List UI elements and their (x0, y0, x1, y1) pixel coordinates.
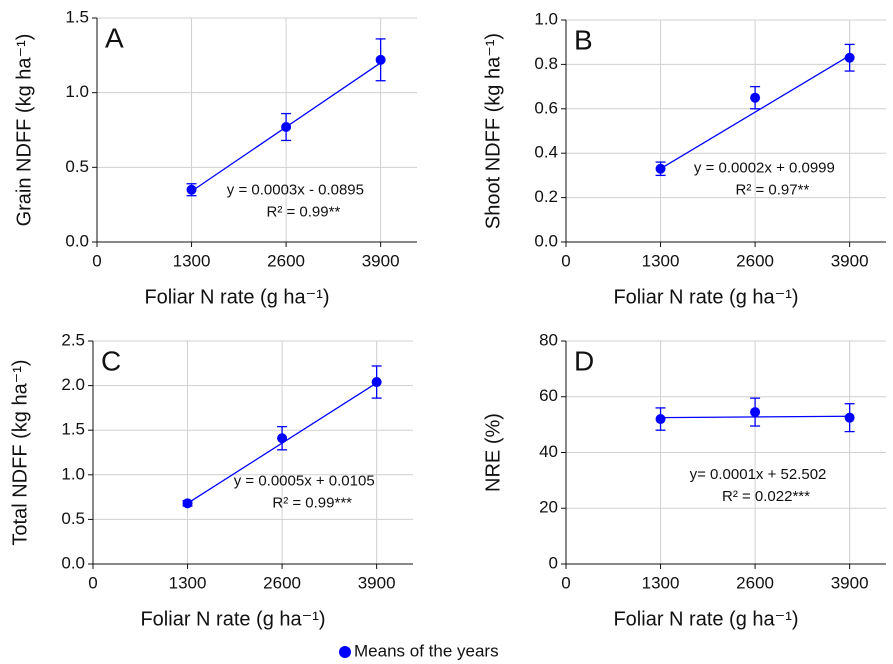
panel-label: D (574, 345, 594, 376)
x-axis-title: Foliar N rate (g ha⁻¹) (144, 286, 329, 308)
plot-area (97, 18, 417, 242)
point (277, 433, 288, 444)
point (844, 52, 855, 63)
x-tick-label: 0 (88, 573, 97, 592)
y-tick-label: 0 (549, 553, 558, 572)
point (371, 377, 382, 388)
y-tick-label: 1.5 (61, 420, 85, 439)
y-tick-label: 0.5 (65, 157, 89, 176)
y-axis-title: Total NDFF (kg ha⁻¹) (9, 359, 31, 545)
x-tick-label: 0 (561, 573, 570, 592)
panel-label: B (574, 24, 593, 55)
y-tick-label: 1.0 (534, 9, 558, 28)
y-tick-label: 40 (539, 442, 558, 461)
y-tick-label: 0.6 (534, 98, 558, 117)
y-tick-label: 1.0 (65, 82, 89, 101)
r-squared: R² = 0.97** (736, 182, 810, 199)
x-axis-title: Foliar N rate (g ha⁻¹) (613, 608, 798, 630)
fit-line (660, 54, 850, 170)
x-tick-label: 0 (561, 251, 570, 270)
panel: 0.0 0.5 1.0 1.5 0 1300 2600 3900 A Foliar N rate … (13, 7, 417, 308)
panel: 0.0 0.5 1.0 1.5 2.0 2.5 0 1300 2600 3900 C Foliar N… (9, 330, 413, 630)
panel: 0.0 0.2 0.4 0.6 0.8 1.0 0 1300 2600 3900 B Foliar N… (482, 9, 886, 308)
x-axis-title: Foliar N rate (g ha⁻¹) (140, 608, 325, 630)
equation: y = 0.0003x - 0.0895 (227, 181, 364, 198)
x-tick-label: 1300 (169, 573, 207, 592)
y-tick-label: 80 (539, 330, 558, 349)
y-tick-label: 0.0 (534, 231, 558, 250)
r-squared: R² = 0.99*** (272, 494, 352, 511)
y-tick-label: 0.0 (65, 231, 89, 250)
x-tick-label: 3900 (831, 573, 869, 592)
x-axis-title: Foliar N rate (g ha⁻¹) (613, 286, 798, 308)
point (844, 412, 855, 423)
point (186, 184, 197, 195)
plot-area (93, 341, 413, 564)
y-tick-label: 0.2 (534, 187, 558, 206)
point (182, 498, 193, 509)
r-squared: R² = 0.99** (267, 203, 341, 220)
point (750, 92, 761, 103)
x-tick-label: 3900 (358, 573, 396, 592)
plot-area (566, 20, 886, 242)
y-tick-label: 20 (539, 498, 558, 517)
panel: 0 20 40 60 80 0 1300 2600 3900 D Foliar N rate (g … (482, 330, 886, 630)
equation: y= 0.0001x + 52.502 (690, 466, 827, 483)
y-tick-label: 60 (539, 386, 558, 405)
point (655, 414, 666, 425)
x-tick-label: 0 (92, 251, 101, 270)
panel-label: C (101, 345, 121, 376)
y-tick-label: 0.5 (61, 509, 85, 528)
x-tick-label: 3900 (831, 251, 869, 270)
x-tick-label: 2600 (736, 573, 774, 592)
x-tick-label: 2600 (267, 251, 305, 270)
x-tick-label: 2600 (263, 573, 301, 592)
y-axis-title: Shoot NDFF (kg ha⁻¹) (482, 33, 504, 229)
y-tick-label: 0.4 (534, 143, 558, 162)
y-axis-title: Grain NDFF (kg ha⁻¹) (13, 34, 35, 227)
point (281, 122, 292, 133)
y-tick-label: 1.0 (61, 464, 85, 483)
x-tick-label: 1300 (642, 251, 680, 270)
x-tick-label: 3900 (362, 251, 400, 270)
point (375, 54, 386, 65)
point (655, 163, 666, 174)
y-tick-label: 2.0 (61, 375, 85, 394)
legend-marker (339, 646, 351, 658)
panel-label: A (105, 22, 124, 53)
r-squared: R² = 0.022*** (722, 488, 810, 505)
equation: y = 0.0002x + 0.0999 (694, 160, 835, 177)
y-tick-label: 1.5 (65, 7, 89, 26)
point (750, 407, 761, 418)
y-tick-label: 0.8 (534, 54, 558, 73)
x-tick-label: 2600 (736, 251, 774, 270)
y-axis-title: NRE (%) (482, 413, 504, 492)
y-tick-label: 2.5 (61, 330, 85, 349)
x-tick-label: 1300 (173, 251, 211, 270)
x-tick-label: 1300 (642, 573, 680, 592)
y-tick-label: 0.0 (61, 553, 85, 572)
equation: y = 0.0005x + 0.0105 (234, 472, 375, 489)
legend-label: Means of the years (354, 641, 499, 660)
